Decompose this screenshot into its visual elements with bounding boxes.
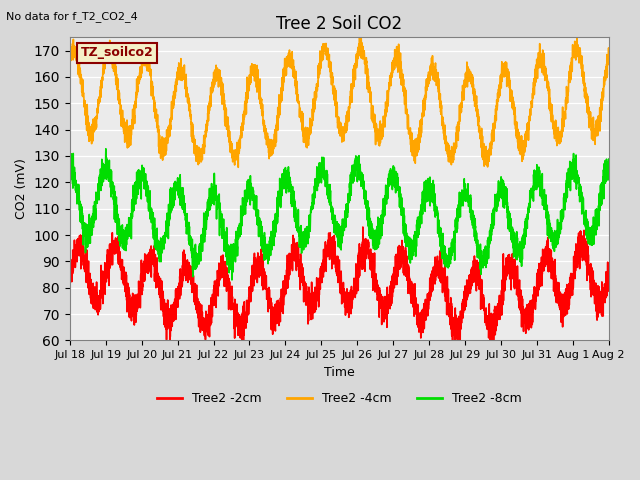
Text: TZ_soilco2: TZ_soilco2 (81, 47, 154, 60)
Y-axis label: CO2 (mV): CO2 (mV) (15, 158, 28, 219)
Legend: Tree2 -2cm, Tree2 -4cm, Tree2 -8cm: Tree2 -2cm, Tree2 -4cm, Tree2 -8cm (152, 387, 526, 410)
X-axis label: Time: Time (324, 366, 355, 379)
Title: Tree 2 Soil CO2: Tree 2 Soil CO2 (276, 15, 403, 33)
Text: No data for f_T2_CO2_4: No data for f_T2_CO2_4 (6, 11, 138, 22)
